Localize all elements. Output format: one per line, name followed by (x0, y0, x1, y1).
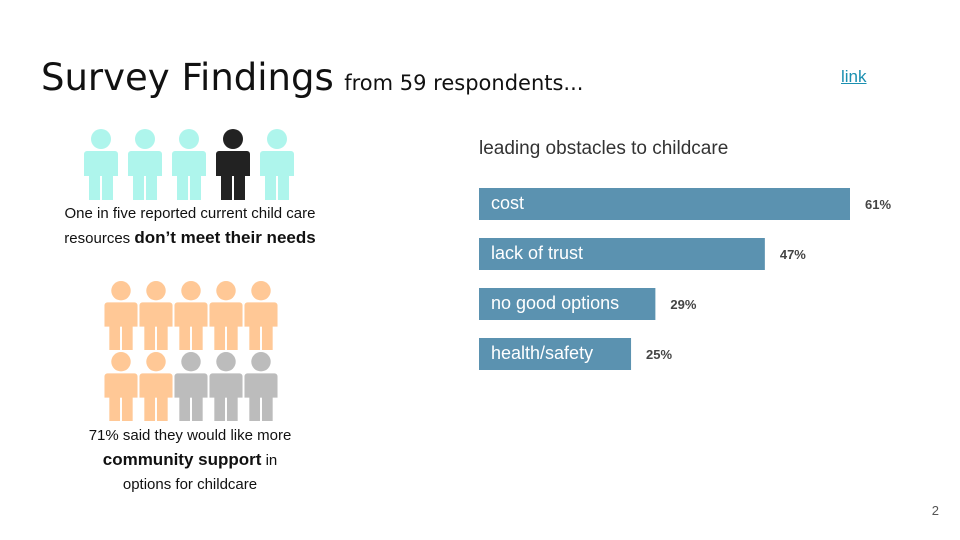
bar-category-label: health/safety (491, 343, 593, 363)
caption-needs-line1: One in five reported current child care (64, 205, 316, 222)
person-icon (174, 351, 208, 421)
page-title: Survey Findings from 59 respondents... (41, 56, 583, 99)
chart-title: leading obstacles to childcare (479, 138, 729, 159)
person-icon (139, 351, 173, 421)
person-icon (84, 129, 118, 200)
bar-chart: cost 61% lack of trust 47% no good options 29… (479, 188, 891, 370)
person-icon (139, 280, 173, 350)
bar-0 (479, 188, 850, 220)
caption-needs: One in five reported current child care … (40, 202, 340, 251)
source-link[interactable]: link (841, 67, 867, 86)
person-icon (216, 129, 250, 200)
person-icon (244, 351, 278, 421)
caption-community-line3: options for childcare (122, 476, 258, 493)
caption-needs-pre: resources (64, 230, 131, 247)
bar-value-label: 25% (646, 347, 672, 362)
bar-3 (479, 338, 632, 370)
person-icon (104, 280, 138, 350)
bar-1 (479, 238, 765, 270)
bar-category-label: no good options (491, 293, 619, 313)
people-group-one-in-five (84, 128, 304, 200)
title-subtitle: from 59 respondents... (344, 71, 584, 95)
caption-community-post: in (265, 452, 278, 469)
caption-community: 71% said they would like more community … (40, 424, 340, 497)
person-icon (260, 129, 294, 200)
bar-value-label: 47% (780, 247, 806, 262)
bar-category-label: lack of trust (491, 243, 583, 263)
person-icon (209, 280, 243, 350)
person-icon (172, 129, 206, 200)
bar-category-label: cost (491, 193, 524, 213)
person-icon (104, 351, 138, 421)
person-icon (244, 280, 278, 350)
person-icon (174, 280, 208, 350)
caption-community-line1: 71% said they would like more (88, 427, 292, 444)
bar-value-label: 61% (865, 197, 891, 212)
page-number: 2 (931, 503, 939, 518)
person-icon (209, 351, 243, 421)
caption-needs-bold: don’t meet their needs (134, 228, 316, 247)
title-main: Survey Findings (41, 56, 334, 99)
bar-2 (479, 288, 656, 320)
person-icon (128, 129, 162, 200)
caption-community-bold: community support (102, 450, 262, 469)
bar-value-label: 29% (670, 297, 696, 312)
